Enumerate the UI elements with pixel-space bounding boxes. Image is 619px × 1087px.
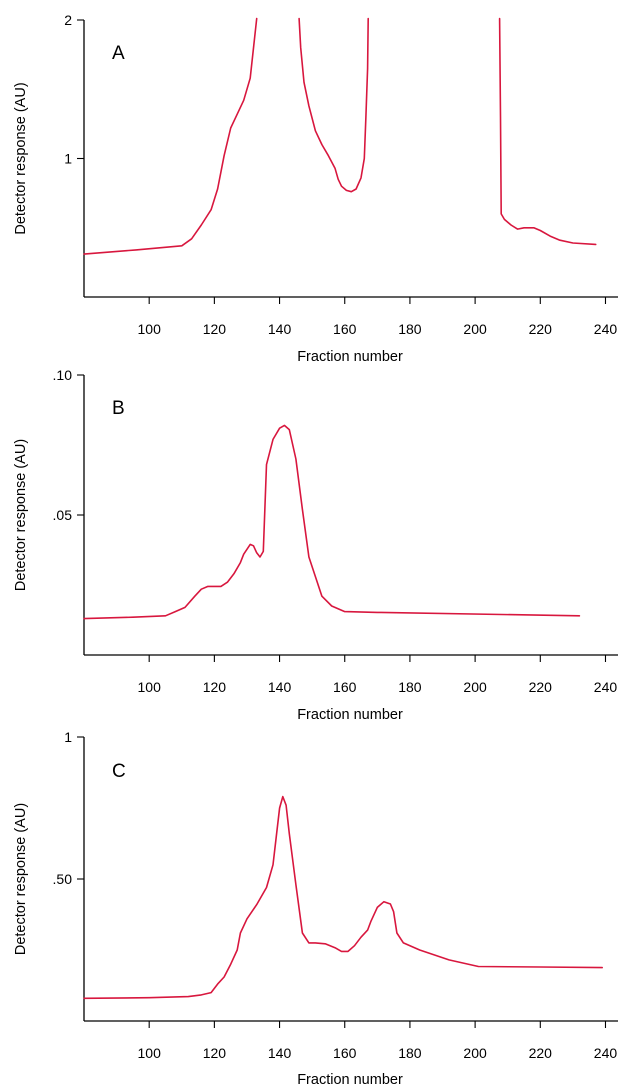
y-tick-label: 1 — [64, 729, 72, 745]
x-tick-label: 220 — [529, 1045, 553, 1061]
chart-panel-c: 100 120 140 160 180 200 220 240 .50 1 Fraction num… — [13, 729, 618, 1087]
x-tick-label: 180 — [398, 321, 422, 337]
x-tick-label: 200 — [463, 1045, 487, 1061]
x-tick-label: 200 — [463, 321, 487, 337]
x-tick-label: 120 — [203, 679, 227, 695]
x-tick-label: 240 — [594, 679, 618, 695]
x-tick-label: 160 — [333, 321, 357, 337]
detector-trace-segment — [83, 17, 258, 255]
x-tick-label: 100 — [138, 679, 162, 695]
chart-panel-a: 100 120 140 160 180 200 220 240 1 2 Fraction numbe… — [13, 12, 618, 365]
x-tick-label: 140 — [268, 1045, 292, 1061]
y-axis-label: Detector response (AU) — [13, 803, 29, 955]
x-tick-label: 120 — [203, 1045, 227, 1061]
y-tick-label: 2 — [64, 12, 72, 28]
detector-trace-segment — [298, 17, 369, 193]
x-tick-label: 140 — [268, 321, 292, 337]
y-tick-label: 1 — [64, 151, 72, 167]
x-tick-label: 220 — [529, 679, 553, 695]
x-axis-label: Fraction number — [297, 1072, 403, 1087]
x-axis-label: Fraction number — [297, 349, 403, 365]
x-tick-label: 120 — [203, 321, 227, 337]
x-tick-label: 180 — [398, 1045, 422, 1061]
x-tick-label: 100 — [138, 1045, 162, 1061]
y-tick-label: .05 — [53, 507, 73, 523]
y-tick-label: .50 — [53, 871, 73, 887]
x-tick-label: 140 — [268, 679, 292, 695]
x-tick-label: 160 — [333, 1045, 357, 1061]
panel-label: B — [112, 398, 125, 419]
x-tick-label: 160 — [333, 679, 357, 695]
detector-trace-segment — [83, 424, 581, 620]
x-tick-label: 180 — [398, 679, 422, 695]
detector-trace-segment — [83, 795, 603, 1000]
y-tick-label: .10 — [53, 367, 73, 383]
detector-trace-segment — [498, 17, 597, 246]
y-axis-label: Detector response (AU) — [13, 82, 29, 234]
x-tick-label: 240 — [594, 321, 618, 337]
y-axis-label: Detector response (AU) — [13, 439, 29, 591]
x-tick-label: 200 — [463, 679, 487, 695]
panel-label: A — [112, 43, 125, 64]
x-tick-label: 220 — [529, 321, 553, 337]
x-tick-label: 100 — [138, 321, 162, 337]
x-axis-label: Fraction number — [297, 707, 403, 723]
panel-label: C — [112, 761, 126, 782]
x-tick-label: 240 — [594, 1045, 618, 1061]
chart-panel-b: 100 120 140 160 180 200 220 240 .05 .10 Fraction n… — [13, 367, 618, 723]
